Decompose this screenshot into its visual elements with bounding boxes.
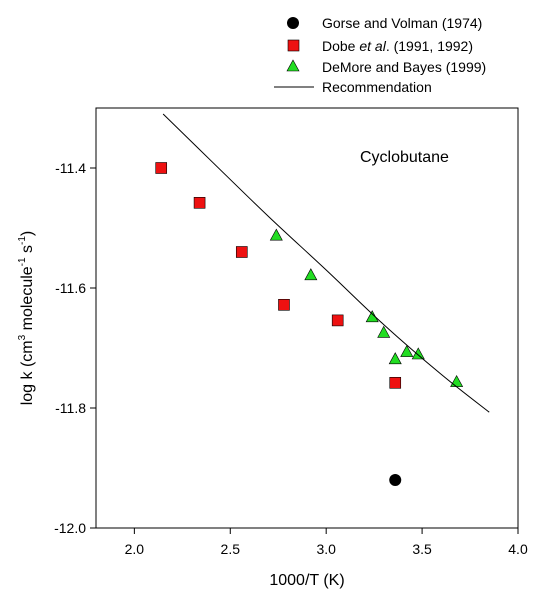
data-point-dobe <box>331 314 344 327</box>
series-line-recommendation <box>162 113 490 413</box>
x-tick-label: 2.0 <box>125 541 145 557</box>
x-tick-label: 3.5 <box>412 541 432 557</box>
data-point-dobe <box>278 298 290 311</box>
legend-label-dobe: Dobe et al. (1991, 1992) <box>322 38 473 54</box>
legend-label-gorse: Gorse and Volman (1974) <box>322 15 482 31</box>
y-tick-label: -11.6 <box>55 280 86 296</box>
data-point-demore <box>304 268 318 281</box>
data-point-demore <box>269 228 283 241</box>
data-point-dobe <box>389 376 402 389</box>
data-point-demore <box>365 310 379 323</box>
data-point-demore <box>377 325 391 338</box>
data-point-demore <box>400 344 414 357</box>
axis-ticks <box>90 167 519 534</box>
x-tick-label: 3.0 <box>316 541 336 557</box>
data-point-dobe <box>235 246 248 258</box>
legend-label-demore: DeMore and Bayes (1999) <box>322 59 486 75</box>
y-tick-label: -11.4 <box>55 160 86 176</box>
x-axis-title: 1000/T (K) <box>269 572 344 589</box>
axis-tick-labels: 2.0 2.5 3.0 3.5 4.0 -12.0 -11.8 -11.6 -11.4 <box>54 160 528 557</box>
legend-marker-dobe <box>287 39 300 52</box>
data-point-demore <box>450 374 464 387</box>
data-point-demore <box>411 347 425 360</box>
data-point-gorse <box>389 474 402 486</box>
y-tick-label: -12.0 <box>54 520 86 536</box>
data-point-demore <box>388 352 402 365</box>
plot-frame <box>95 107 519 529</box>
series-layer <box>155 113 490 486</box>
data-point-dobe <box>155 162 168 174</box>
chart-annotation: Cyclobutane <box>360 149 449 166</box>
legend-marker-gorse <box>287 17 299 29</box>
legend-label-recommendation: Recommendation <box>322 79 432 95</box>
x-tick-label: 4.0 <box>508 541 528 557</box>
data-point-dobe <box>193 197 206 209</box>
y-tick-label: -11.8 <box>55 400 86 416</box>
y-axis-title: log k (cm3 molecule-1 s-1) <box>17 231 36 406</box>
legend: Gorse and Volman (1974) Dobe et al. (199… <box>274 15 486 95</box>
legend-marker-demore <box>286 59 300 72</box>
x-tick-label: 2.5 <box>221 541 241 557</box>
